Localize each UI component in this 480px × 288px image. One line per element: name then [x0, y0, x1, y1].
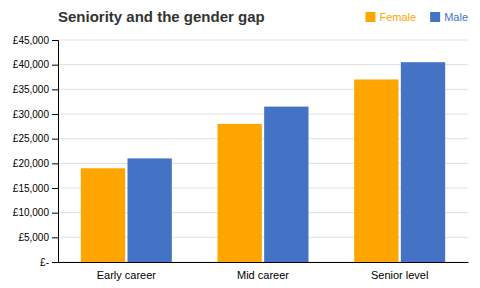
y-tick: £15,000: [13, 183, 58, 194]
y-tick-label: £10,000: [13, 207, 50, 218]
x-tick: Mid career: [237, 269, 289, 281]
y-axis: £- £5,000 £10,000 £15,000 £20,000 £25,000 £30,…: [13, 35, 59, 268]
bar: [81, 168, 125, 262]
bar: [218, 124, 262, 262]
y-tick-label: £25,000: [13, 133, 50, 144]
legend: Female Male: [365, 11, 468, 23]
bar: [264, 107, 308, 262]
y-tick-mark: [52, 114, 58, 115]
legend-swatch: [365, 12, 375, 22]
y-tick: £30,000: [13, 109, 58, 120]
y-tick-mark: [52, 65, 58, 66]
series: [128, 62, 446, 262]
x-axis-line: [59, 262, 469, 263]
y-tick: £35,000: [13, 84, 58, 95]
y-tick-mark: [52, 188, 58, 189]
y-tick-label: £15,000: [13, 183, 50, 194]
y-tick-label: £40,000: [13, 59, 50, 70]
x-tick: Early career: [97, 269, 157, 281]
y-tick-label: £5,000: [18, 232, 49, 243]
grid: [58, 40, 468, 262]
y-tick-mark: [52, 89, 58, 90]
x-tick-label: Senior level: [371, 269, 428, 281]
legend-label: Male: [444, 11, 468, 23]
y-tick-label: £45,000: [13, 35, 50, 46]
bar: [401, 62, 445, 262]
bar: [128, 158, 172, 262]
x-tick-label: Mid career: [237, 269, 289, 281]
x-tick: Senior level: [371, 269, 428, 281]
y-tick: £40,000: [13, 59, 58, 70]
x-axis: Early career Mid career Senior level: [59, 263, 469, 281]
y-axis-line: [52, 41, 59, 263]
bar: [354, 79, 398, 262]
y-tick: £10,000: [13, 207, 58, 218]
legend-label: Female: [379, 11, 416, 23]
y-tick-mark: [52, 163, 58, 164]
y-tick-label: £-: [40, 257, 49, 268]
y-tick-label: £35,000: [13, 84, 50, 95]
x-tick-label: Early career: [97, 269, 157, 281]
plot: £- £5,000 £10,000 £15,000 £20,000 £25,000 £30,…: [13, 35, 469, 281]
y-tick: £45,000: [13, 35, 58, 46]
chart: £- £5,000 £10,000 £15,000 £20,000 £25,000 £30,…: [0, 0, 480, 288]
legend-swatch: [430, 12, 440, 22]
y-tick-mark: [52, 213, 58, 214]
y-tick: £25,000: [13, 133, 58, 144]
y-tick-mark: [52, 262, 58, 263]
series: [81, 79, 399, 262]
y-tick-mark: [52, 237, 58, 238]
y-tick-mark: [52, 40, 58, 41]
y-tick-mark: [52, 139, 58, 140]
bars: [81, 62, 445, 262]
y-tick: £20,000: [13, 158, 58, 169]
y-tick: £5,000: [18, 232, 58, 243]
y-tick: £-: [40, 257, 58, 268]
grid-line: [58, 40, 468, 41]
legend-item: Male: [430, 11, 468, 23]
legend-item: Female: [365, 11, 416, 23]
y-tick-label: £30,000: [13, 109, 50, 120]
title: Seniority and the gender gap: [58, 8, 265, 25]
y-tick-label: £20,000: [13, 158, 50, 169]
